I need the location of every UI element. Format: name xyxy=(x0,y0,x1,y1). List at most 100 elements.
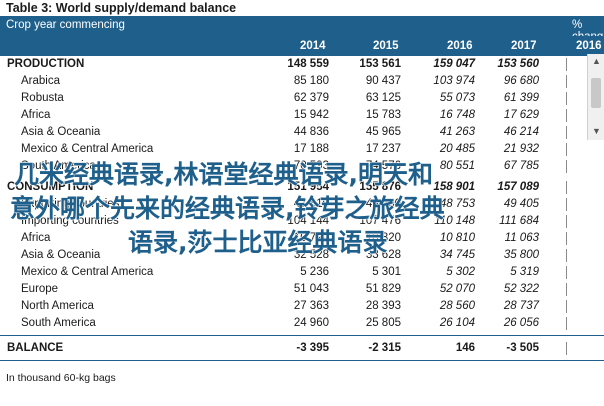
cell-value: 153 561 xyxy=(359,58,401,70)
column-divider xyxy=(566,126,567,139)
cell-value: 41 263 xyxy=(439,126,475,138)
cell-value: 67 785 xyxy=(503,160,539,172)
cell-value: -3 505 xyxy=(506,342,539,354)
column-divider xyxy=(566,181,567,194)
column-divider xyxy=(566,232,567,245)
row-label: Importing countries xyxy=(21,215,119,227)
cell-value: 159 047 xyxy=(433,58,475,70)
table-row: Importing countries 104 144 107 476 110 148… xyxy=(0,213,604,230)
row-label: Europe xyxy=(21,283,59,295)
pct-year: 2016 xyxy=(576,40,602,52)
column-divider xyxy=(566,75,567,88)
row-label: Mexico & Central America xyxy=(21,266,154,278)
row-label: South America xyxy=(21,160,96,172)
cell-value: 26 104 xyxy=(439,317,475,329)
row-label: Asia & Oceania xyxy=(21,249,101,261)
table-row: Africa 15 942 15 783 16 748 17 629 xyxy=(0,107,604,124)
column-divider xyxy=(566,317,567,330)
cell-value: 62 379 xyxy=(293,92,329,104)
cell-value: 21 932 xyxy=(503,143,539,155)
cell-value: 16 748 xyxy=(439,109,475,121)
cell-value: 96 680 xyxy=(503,75,539,87)
column-divider xyxy=(566,109,567,122)
table-row: South America 24 960 25 805 26 104 26 056 xyxy=(0,315,604,332)
cell-value: 10 810 xyxy=(439,232,475,244)
row-label: Africa xyxy=(21,109,51,121)
column-divider xyxy=(566,160,567,173)
cell-value: 157 089 xyxy=(497,181,539,193)
scroll-up-icon[interactable]: ▲ xyxy=(592,56,601,66)
scroll-down-icon[interactable]: ▼ xyxy=(592,126,601,136)
row-label: BALANCE xyxy=(7,342,64,354)
column-divider xyxy=(566,215,567,228)
cell-value: 48 400 xyxy=(365,198,401,210)
row-label: South America xyxy=(21,317,96,329)
year-2017: 2017 xyxy=(511,40,537,52)
cell-value: 111 684 xyxy=(499,215,539,227)
table-title: Table 3: World supply/demand balance xyxy=(0,0,604,16)
table-row: Asia & Oceania 32 528 33 628 34 745 35 800 xyxy=(0,247,604,264)
cell-value: -2 315 xyxy=(368,342,401,354)
cell-value: 25 805 xyxy=(365,317,401,329)
cell-value: 104 144 xyxy=(287,215,329,227)
cell-value: 103 974 xyxy=(433,75,475,87)
cell-value: 5 319 xyxy=(510,266,539,278)
cell-value: 45 965 xyxy=(365,126,401,138)
cell-value: 24 960 xyxy=(293,317,329,329)
cell-value: 28 737 xyxy=(503,300,539,312)
table-row: Robusta 62 379 63 125 55 073 61 399 xyxy=(0,90,604,107)
column-divider xyxy=(566,58,567,71)
scroll-thumb[interactable] xyxy=(591,78,601,108)
cell-value: 5 236 xyxy=(300,266,329,278)
cell-value: 15 942 xyxy=(293,109,329,121)
column-divider xyxy=(566,342,567,355)
year-2014: 2014 xyxy=(300,40,326,52)
table-row: Exporting countries 47 810 48 400 48 753 49 … xyxy=(0,196,604,213)
cell-value: 47 810 xyxy=(293,198,329,210)
row-label: Robusta xyxy=(21,92,64,104)
cell-value: 110 148 xyxy=(434,215,475,227)
column-divider xyxy=(566,249,567,262)
cell-value: 74 576 xyxy=(365,160,401,172)
vertical-scrollbar[interactable]: ▲ ▼ xyxy=(587,54,604,140)
cell-value: 10 720 xyxy=(293,232,329,244)
cell-value: 28 560 xyxy=(439,300,475,312)
cell-value: 17 237 xyxy=(365,143,401,155)
cell-value: 35 800 xyxy=(503,249,539,261)
cell-value: 17 629 xyxy=(503,109,539,121)
column-divider xyxy=(566,198,567,211)
table-footer: In thousand 60-kg bags xyxy=(0,368,604,406)
row-label: Arabica xyxy=(21,75,60,87)
supply-demand-table: Crop year commencing % change 2014 2015 … xyxy=(0,16,604,361)
crop-year-label: Crop year commencing xyxy=(6,19,125,31)
cell-value: 80 551 xyxy=(439,160,475,172)
year-2016: 2016 xyxy=(447,40,473,52)
cell-value: 11 063 xyxy=(504,232,539,244)
column-divider xyxy=(566,283,567,296)
table-row: Asia & Oceania 44 836 45 965 41 263 46 214 xyxy=(0,124,604,141)
cell-value: 158 901 xyxy=(433,181,475,193)
row-label: Exporting countries xyxy=(21,198,120,210)
column-divider xyxy=(566,143,567,156)
cell-value: 17 188 xyxy=(293,143,329,155)
cell-value: 63 125 xyxy=(365,92,401,104)
table-row: South America 70 593 74 576 80 551 67 785 xyxy=(0,158,604,175)
cell-value: 153 560 xyxy=(497,58,539,70)
table-row: PRODUCTION 148 559 153 561 159 047 153 560 xyxy=(0,56,604,73)
year-2015: 2015 xyxy=(373,40,399,52)
row-label: Asia & Oceania xyxy=(21,126,101,138)
cell-value: 26 056 xyxy=(503,317,539,329)
column-divider xyxy=(566,300,567,313)
cell-value: 48 753 xyxy=(439,198,475,210)
cell-value: 151 954 xyxy=(287,181,329,193)
cell-value: 146 xyxy=(455,342,475,354)
table-row: Mexico & Central America 5 236 5 301 5 302 5… xyxy=(0,264,604,281)
cell-value: 10 820 xyxy=(365,232,401,244)
cell-value: 52 070 xyxy=(439,283,475,295)
cell-value: 46 214 xyxy=(503,126,539,138)
balance-divider xyxy=(0,335,604,336)
cell-value: 90 437 xyxy=(365,75,401,87)
units-note: In thousand 60-kg bags xyxy=(6,372,116,384)
cell-value: 51 043 xyxy=(293,283,329,295)
cell-value: 44 836 xyxy=(293,126,329,138)
